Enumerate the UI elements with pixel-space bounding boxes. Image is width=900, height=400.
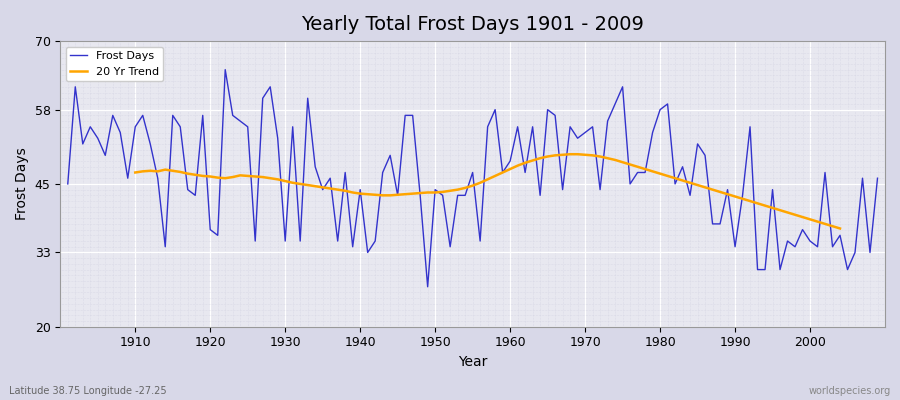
- 20 Yr Trend: [564, 152, 575, 157]
- 20 Yr Trend: [617, 160, 628, 165]
- 20 Yr Trend: [662, 174, 673, 178]
- Frost Days: [422, 284, 433, 289]
- 20 Yr Trend: [130, 170, 140, 175]
- Line: Frost Days: Frost Days: [68, 70, 878, 287]
- Text: Latitude 38.75 Longitude -27.25: Latitude 38.75 Longitude -27.25: [9, 386, 166, 396]
- 20 Yr Trend: [160, 167, 171, 172]
- Frost Days: [340, 170, 351, 175]
- Frost Days: [609, 102, 620, 106]
- X-axis label: Year: Year: [458, 355, 487, 369]
- Frost Days: [872, 176, 883, 181]
- 20 Yr Trend: [834, 226, 845, 231]
- Title: Yearly Total Frost Days 1901 - 2009: Yearly Total Frost Days 1901 - 2009: [302, 15, 644, 34]
- Frost Days: [220, 67, 230, 72]
- Legend: Frost Days, 20 Yr Trend: Frost Days, 20 Yr Trend: [66, 47, 164, 81]
- 20 Yr Trend: [257, 175, 268, 180]
- Frost Days: [519, 170, 530, 175]
- Text: worldspecies.org: worldspecies.org: [809, 386, 891, 396]
- Y-axis label: Frost Days: Frost Days: [15, 148, 29, 220]
- 20 Yr Trend: [632, 164, 643, 169]
- Frost Days: [512, 124, 523, 129]
- Frost Days: [295, 239, 306, 244]
- 20 Yr Trend: [654, 171, 665, 176]
- Line: 20 Yr Trend: 20 Yr Trend: [135, 154, 840, 228]
- Frost Days: [62, 182, 73, 186]
- Frost Days: [122, 176, 133, 181]
